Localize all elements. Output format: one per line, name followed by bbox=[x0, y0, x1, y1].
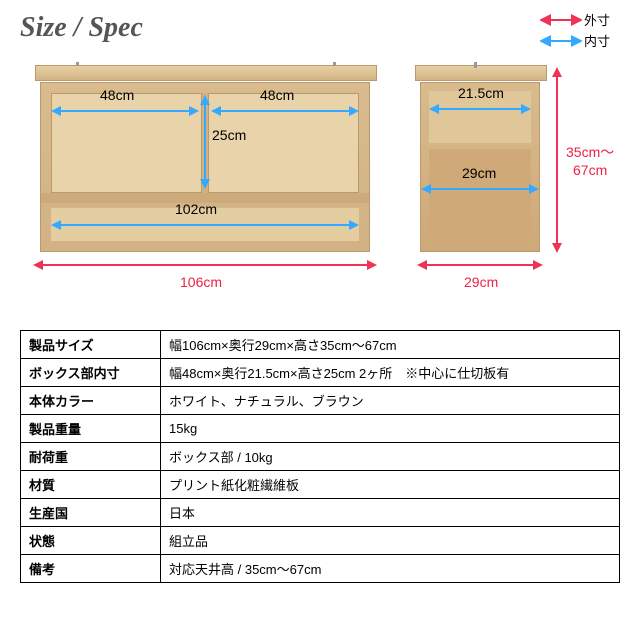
spec-value: ボックス部 / 10kg bbox=[161, 443, 620, 471]
spec-value: 対応天井高 / 35cm～67cm bbox=[161, 555, 620, 583]
spec-label: 耐荷重 bbox=[21, 443, 161, 471]
table-row: 製品重量15kg bbox=[21, 415, 620, 443]
table-row: 材質プリント紙化粧繊維板 bbox=[21, 471, 620, 499]
table-row: 本体カラーホワイト、ナチュラル、ブラウン bbox=[21, 387, 620, 415]
spec-label: 生産国 bbox=[21, 499, 161, 527]
spec-label: 製品サイズ bbox=[21, 331, 161, 359]
dimension-legend: 外寸 内寸 bbox=[540, 10, 610, 52]
table-row: 耐荷重ボックス部 / 10kg bbox=[21, 443, 620, 471]
side-outer-height: 35cm～ 67cm bbox=[566, 142, 614, 178]
spec-value: ホワイト、ナチュラル、ブラウン bbox=[161, 387, 620, 415]
table-row: 備考対応天井高 / 35cm～67cm bbox=[21, 555, 620, 583]
inner-arrow-icon bbox=[540, 35, 582, 47]
spec-label: 備考 bbox=[21, 555, 161, 583]
dimension-diagram: 48cm 48cm 25cm 102cm 106cm 21.5cm 29cm 2… bbox=[20, 52, 620, 312]
spec-value: 15kg bbox=[161, 415, 620, 443]
side-outer-width: 29cm bbox=[464, 274, 498, 290]
front-lower-width: 102cm bbox=[175, 201, 217, 217]
spec-label: 状態 bbox=[21, 527, 161, 555]
outer-arrow-icon bbox=[540, 14, 582, 26]
outer-legend-label: 外寸 bbox=[584, 10, 610, 29]
spec-label: 製品重量 bbox=[21, 415, 161, 443]
front-inner-width-right: 48cm bbox=[260, 87, 294, 103]
spec-label: 本体カラー bbox=[21, 387, 161, 415]
side-upper-inner-width: 21.5cm bbox=[458, 85, 504, 101]
page-title: Size / Spec bbox=[20, 12, 620, 44]
inner-legend-label: 内寸 bbox=[584, 31, 610, 50]
spec-value: 組立品 bbox=[161, 527, 620, 555]
spec-value: 日本 bbox=[161, 499, 620, 527]
front-inner-height: 25cm bbox=[212, 127, 246, 143]
spec-table: 製品サイズ幅106cm×奥行29cm×高さ35cm～67cmボックス部内寸幅48… bbox=[20, 330, 620, 583]
product-front-view bbox=[40, 82, 370, 252]
front-inner-width-left: 48cm bbox=[100, 87, 134, 103]
table-row: 生産国日本 bbox=[21, 499, 620, 527]
table-row: 製品サイズ幅106cm×奥行29cm×高さ35cm～67cm bbox=[21, 331, 620, 359]
side-lower-inner-width: 29cm bbox=[462, 165, 496, 181]
table-row: ボックス部内寸幅48cm×奥行21.5cm×高さ25cm 2ヶ所 ※中心に仕切板… bbox=[21, 359, 620, 387]
spec-value: 幅48cm×奥行21.5cm×高さ25cm 2ヶ所 ※中心に仕切板有 bbox=[161, 359, 620, 387]
spec-label: 材質 bbox=[21, 471, 161, 499]
spec-value: プリント紙化粧繊維板 bbox=[161, 471, 620, 499]
spec-value: 幅106cm×奥行29cm×高さ35cm～67cm bbox=[161, 331, 620, 359]
table-row: 状態組立品 bbox=[21, 527, 620, 555]
spec-label: ボックス部内寸 bbox=[21, 359, 161, 387]
front-outer-width: 106cm bbox=[180, 274, 222, 290]
